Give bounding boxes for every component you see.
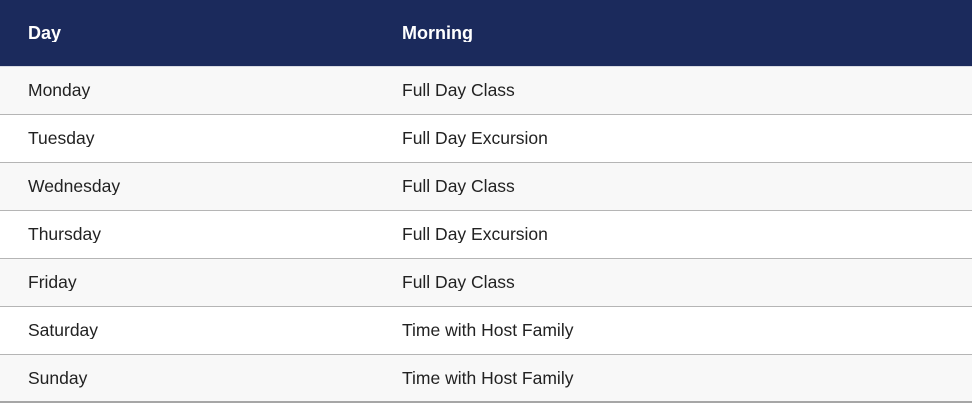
morning-cell: Full Day Excursion bbox=[402, 129, 548, 148]
day-cell: Saturday bbox=[28, 321, 99, 340]
table-row: Monday Full Day Class bbox=[0, 67, 972, 115]
day-cell: Monday bbox=[28, 81, 91, 100]
morning-cell: Time with Host Family bbox=[402, 370, 574, 388]
table-row: Wednesday Full Day Class bbox=[0, 163, 972, 211]
day-cell: Wednesday bbox=[28, 177, 121, 196]
table-row: Thursday Full Day Excursion bbox=[0, 211, 972, 259]
day-cell: Tuesday bbox=[28, 129, 95, 148]
day-cell: Thursday bbox=[28, 225, 101, 244]
column-header-day: Day bbox=[28, 24, 62, 42]
morning-cell: Full Day Class bbox=[402, 177, 515, 196]
column-header-morning: Morning bbox=[402, 24, 473, 42]
day-cell: Friday bbox=[28, 273, 77, 292]
table-header-row: Day Morning bbox=[0, 0, 972, 67]
table-row: Saturday Time with Host Family bbox=[0, 307, 972, 355]
table-row: Sunday Time with Host Family bbox=[0, 355, 972, 401]
morning-cell: Full Day Class bbox=[402, 273, 515, 292]
table-row: Friday Full Day Class bbox=[0, 259, 972, 307]
morning-cell: Full Day Class bbox=[402, 81, 515, 100]
morning-cell: Time with Host Family bbox=[402, 321, 574, 340]
table-row: Tuesday Full Day Excursion bbox=[0, 115, 972, 163]
morning-cell: Full Day Excursion bbox=[402, 225, 548, 244]
day-cell: Sunday bbox=[28, 370, 88, 388]
